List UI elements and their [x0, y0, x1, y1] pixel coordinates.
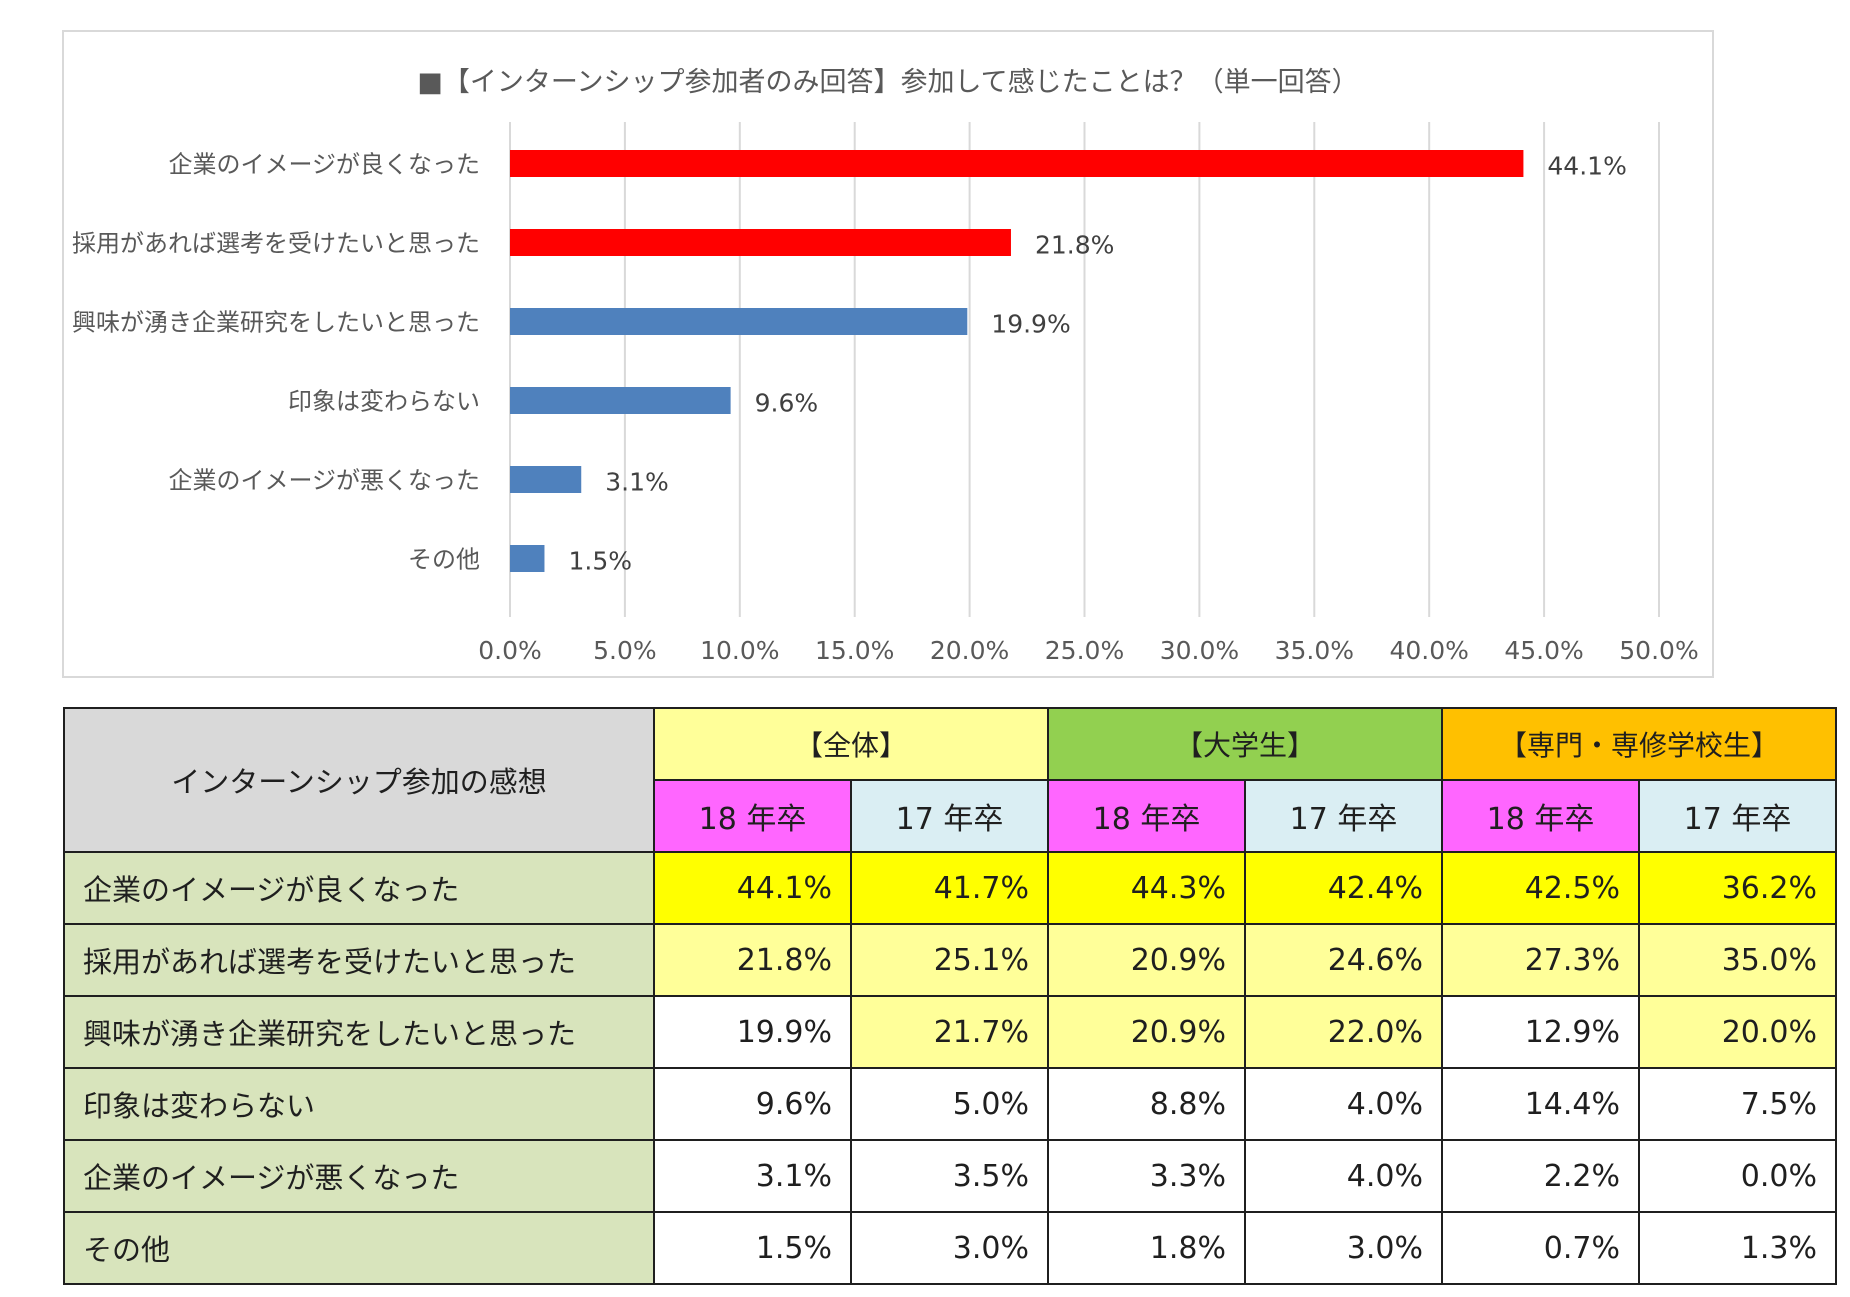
table-row: 企業のイメージが良くなった 44.1% 41.7% 44.3% 42.4% 42.5% 36… — [63, 851, 1837, 925]
x-tick-label: 45.0% — [1504, 636, 1583, 665]
bar — [510, 308, 968, 335]
value-cell: 1.5% — [653, 1211, 852, 1285]
value-cell: 21.8% — [653, 923, 852, 997]
category-label: 興味が湧き企業研究をしたいと思った — [72, 309, 480, 337]
gridlines — [509, 122, 1660, 617]
bar-chart: ■【インターンシップ参加者のみ回答】参加して感じたことは？（単一回答） 0.0%… — [72, 67, 1699, 666]
row-label: 採用があれば選考を受けたいと思った — [63, 923, 655, 997]
x-tick-label: 5.0% — [593, 636, 657, 665]
data-label: 9.6% — [755, 389, 819, 418]
value-cell: 0.7% — [1441, 1211, 1640, 1285]
value-cell: 44.1% — [653, 851, 852, 925]
bar — [510, 387, 731, 414]
bar — [510, 229, 1011, 256]
data-label: 44.1% — [1547, 152, 1626, 181]
row-label: その他 — [63, 1211, 655, 1285]
value-cell: 1.3% — [1638, 1211, 1837, 1285]
value-cell: 3.1% — [653, 1139, 852, 1213]
row-label: 企業のイメージが良くなった — [63, 851, 655, 925]
bar — [510, 466, 582, 493]
value-cell: 36.2% — [1638, 851, 1837, 925]
value-cell: 20.0% — [1638, 995, 1837, 1069]
x-tick-label: 25.0% — [1045, 636, 1124, 665]
value-cell: 7.5% — [1638, 1067, 1837, 1141]
x-tick-label: 50.0% — [1619, 636, 1698, 665]
category-label: 企業のイメージが悪くなった — [168, 467, 480, 495]
value-cell: 2.2% — [1441, 1139, 1640, 1213]
results-table: インターンシップ参加の感想 【全体】 【大学生】 【専門・専修学校生】 18 年… — [63, 707, 1837, 1285]
value-cell: 35.0% — [1638, 923, 1837, 997]
value-cell: 24.6% — [1244, 923, 1443, 997]
table-row: その他 1.5% 3.0% 1.8% 3.0% 0.7% 1.3% — [63, 1211, 1837, 1285]
x-tick-label: 20.0% — [930, 636, 1009, 665]
x-tick-label: 0.0% — [478, 636, 542, 665]
data-label: 1.5% — [568, 547, 632, 576]
bar — [510, 545, 545, 572]
category-label: 印象は変わらない — [288, 388, 480, 416]
table-header-title: インターンシップ参加の感想 — [63, 707, 655, 853]
group-header-vocational: 【専門・専修学校生】 — [1441, 707, 1837, 781]
value-cell: 25.1% — [850, 923, 1049, 997]
value-cell: 9.6% — [653, 1067, 852, 1141]
value-cell: 4.0% — [1244, 1067, 1443, 1141]
value-cell: 14.4% — [1441, 1067, 1640, 1141]
year-header: 17 年卒 — [1638, 779, 1837, 853]
value-cell: 42.4% — [1244, 851, 1443, 925]
value-cell: 3.0% — [850, 1211, 1049, 1285]
value-cell: 20.9% — [1047, 923, 1246, 997]
year-header: 18 年卒 — [653, 779, 852, 853]
x-tick-label: 15.0% — [815, 636, 894, 665]
row-label: 企業のイメージが悪くなった — [63, 1139, 655, 1213]
data-label: 3.1% — [605, 468, 669, 497]
value-cell: 41.7% — [850, 851, 1049, 925]
chart-container: ■【インターンシップ参加者のみ回答】参加して感じたことは？（単一回答） 0.0%… — [62, 30, 1714, 678]
chart-title: ■【インターンシップ参加者のみ回答】参加して感じたことは？（単一回答） — [417, 67, 1358, 98]
table-header-row-groups: インターンシップ参加の感想 【全体】 【大学生】 【専門・専修学校生】 — [63, 707, 1837, 853]
value-cell: 21.7% — [850, 995, 1049, 1069]
x-tick-label: 35.0% — [1275, 636, 1354, 665]
data-label: 21.8% — [1035, 231, 1114, 260]
value-cell: 4.0% — [1244, 1139, 1443, 1213]
value-cell: 5.0% — [850, 1067, 1049, 1141]
table-header-row-years: 18 年卒 17 年卒 18 年卒 17 年卒 18 年卒 17 年卒 — [64, 779, 1837, 853]
value-cell: 19.9% — [653, 995, 852, 1069]
year-header: 18 年卒 — [1047, 779, 1246, 853]
group-header-university: 【大学生】 — [1047, 707, 1443, 781]
value-cell: 12.9% — [1441, 995, 1640, 1069]
x-tick-label: 40.0% — [1389, 636, 1468, 665]
value-cell: 22.0% — [1244, 995, 1443, 1069]
row-label: 印象は変わらない — [63, 1067, 655, 1141]
year-header: 17 年卒 — [850, 779, 1049, 853]
value-cell: 27.3% — [1441, 923, 1640, 997]
category-label: 企業のイメージが良くなった — [168, 151, 480, 179]
table-row: 興味が湧き企業研究をしたいと思った 19.9% 21.7% 20.9% 22.0% 12.… — [63, 995, 1837, 1069]
table-row: 印象は変わらない 9.6% 5.0% 8.8% 4.0% 14.4% 7.5% — [63, 1067, 1837, 1141]
x-tick-label: 30.0% — [1160, 636, 1239, 665]
value-cell: 3.0% — [1244, 1211, 1443, 1285]
value-cell: 8.8% — [1047, 1067, 1246, 1141]
table-row: 企業のイメージが悪くなった 3.1% 3.5% 3.3% 4.0% 2.2% 0.0% — [63, 1139, 1837, 1213]
bar — [510, 150, 1524, 177]
value-cell: 0.0% — [1638, 1139, 1837, 1213]
category-label: その他 — [408, 546, 480, 574]
table-row: 採用があれば選考を受けたいと思った 21.8% 25.1% 20.9% 24.6% 27.… — [63, 923, 1837, 997]
value-cell: 3.5% — [850, 1139, 1049, 1213]
value-cell: 3.3% — [1047, 1139, 1246, 1213]
x-tick-label: 10.0% — [700, 636, 779, 665]
group-header-all: 【全体】 — [653, 707, 1049, 781]
value-cell: 1.8% — [1047, 1211, 1246, 1285]
bars — [510, 150, 1524, 572]
value-cell: 42.5% — [1441, 851, 1640, 925]
category-label: 採用があれば選考を受けたいと思った — [72, 230, 480, 258]
value-cell: 44.3% — [1047, 851, 1246, 925]
data-label: 19.9% — [991, 310, 1070, 339]
year-header: 17 年卒 — [1244, 779, 1443, 853]
labels: 0.0% 5.0% 10.0% 15.0% 20.0% 25.0% 30.0% 35.0% 40… — [72, 151, 1699, 666]
value-cell: 20.9% — [1047, 995, 1246, 1069]
row-label: 興味が湧き企業研究をしたいと思った — [63, 995, 655, 1069]
year-header: 18 年卒 — [1441, 779, 1640, 853]
